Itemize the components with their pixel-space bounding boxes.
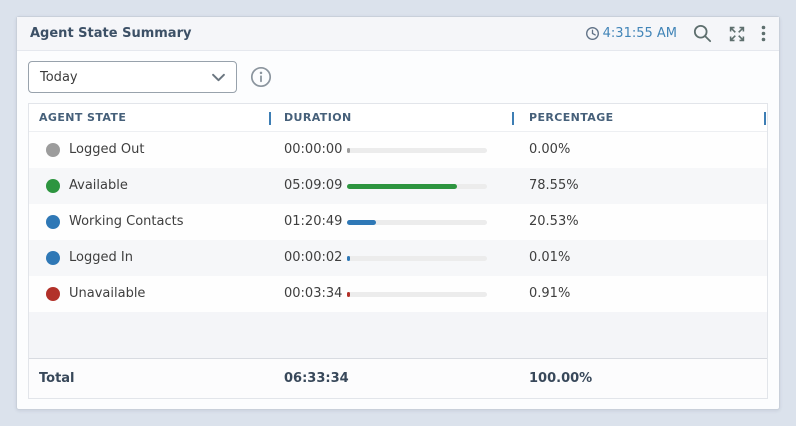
duration-value: 00:00:00 (284, 142, 343, 157)
percentage-value: 0.91% (529, 286, 571, 301)
state-dot (46, 287, 60, 301)
last-refresh-time: 4:31:55 AM (602, 26, 677, 41)
state-label: Logged In (69, 250, 133, 265)
total-duration-value: 06:33:34 (284, 371, 349, 386)
search-icon (692, 23, 713, 44)
state-label: Unavailable (69, 286, 146, 301)
duration-bar-track (347, 256, 487, 261)
table-row[interactable]: Logged In 00:00:02 0.01% (29, 240, 767, 276)
date-range-dropdown[interactable]: Today (28, 61, 237, 93)
duration-bar-track (347, 292, 487, 297)
duration-bar-fill (347, 184, 457, 189)
percentage-value: 20.53% (529, 214, 579, 229)
state-label: Logged Out (69, 142, 145, 157)
widget-title: Agent State Summary (30, 26, 192, 41)
history-clock-icon (585, 26, 600, 41)
table-row[interactable]: Working Contacts 01:20:49 20.53% (29, 204, 767, 240)
state-dot (46, 251, 60, 265)
duration-bar-fill (347, 256, 350, 261)
state-label: Working Contacts (69, 214, 184, 229)
date-range-value: Today (40, 69, 78, 85)
duration-bar-fill (347, 220, 376, 225)
state-dot (46, 143, 60, 157)
kebab-menu-icon (761, 25, 766, 42)
state-dot (46, 215, 60, 229)
table-body: Logged Out 00:00:00 0.00% Available 05:0… (29, 132, 767, 312)
column-separator (512, 112, 514, 125)
column-header-duration[interactable]: DURATION (284, 111, 352, 124)
state-label: Available (69, 178, 128, 193)
percentage-value: 78.55% (529, 178, 579, 193)
duration-value: 01:20:49 (284, 214, 343, 229)
chevron-down-icon (212, 73, 225, 82)
info-button[interactable] (250, 66, 272, 88)
duration-bar-fill (347, 292, 350, 297)
widget-menu-button[interactable] (761, 25, 766, 42)
last-refresh-group: 4:31:55 AM (585, 26, 677, 41)
percentage-value: 0.00% (529, 142, 571, 157)
column-separator (764, 112, 766, 125)
table-row[interactable]: Available 05:09:09 78.55% (29, 168, 767, 204)
column-separator (269, 112, 271, 125)
state-dot (46, 179, 60, 193)
duration-value: 05:09:09 (284, 178, 343, 193)
agent-state-table: AGENT STATE DURATION PERCENTAGE Logged O… (28, 103, 768, 399)
table-row[interactable]: Unavailable 00:03:34 0.91% (29, 276, 767, 312)
fullscreen-expand-icon (728, 25, 746, 43)
expand-button[interactable] (728, 25, 746, 43)
title-bar-actions: 4:31:55 AM (585, 23, 766, 44)
widget-title-bar: Agent State Summary 4:31:55 AM (17, 17, 779, 51)
duration-bar-fill (347, 148, 350, 153)
column-header-percentage[interactable]: PERCENTAGE (529, 111, 614, 124)
percentage-value: 0.01% (529, 250, 571, 265)
total-label: Total (39, 371, 75, 386)
duration-value: 00:03:34 (284, 286, 343, 301)
agent-state-summary-widget: Agent State Summary 4:31:55 AM (16, 16, 780, 410)
duration-value: 00:00:02 (284, 250, 343, 265)
total-percentage-value: 100.00% (529, 371, 593, 386)
widget-toolbar: Today (17, 51, 779, 103)
duration-bar-track (347, 184, 487, 189)
search-button[interactable] (692, 23, 713, 44)
total-row: Total 06:33:34 100.00% (29, 358, 767, 398)
info-icon (250, 66, 272, 88)
table-header: AGENT STATE DURATION PERCENTAGE (29, 104, 767, 132)
duration-bar-track (347, 220, 487, 225)
table-empty-space (29, 312, 767, 358)
table-row[interactable]: Logged Out 00:00:00 0.00% (29, 132, 767, 168)
duration-bar-track (347, 148, 487, 153)
column-header-agent-state[interactable]: AGENT STATE (39, 111, 127, 124)
